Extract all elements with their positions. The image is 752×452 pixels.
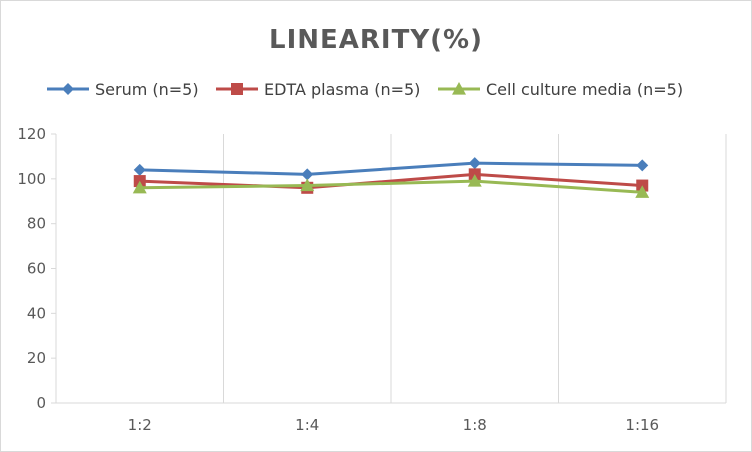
y-tick-label: 60: [27, 260, 46, 278]
x-tick-label: 1:2: [128, 416, 152, 434]
legend: Serum (n=5) EDTA plasma (n=5) Cell culture…: [47, 80, 683, 99]
series-line: [139, 179, 643, 194]
series-2: [132, 174, 650, 198]
data-point: [467, 174, 482, 187]
y-tick-label: 100: [17, 170, 46, 188]
data-series: [132, 157, 650, 198]
data-point: [301, 168, 314, 181]
x-axis-ticks: 1:2 1:4 1:8 1:16: [128, 416, 659, 434]
chart-title: LINEARITY(%): [269, 25, 483, 55]
series-0: [133, 157, 649, 181]
legend-label: EDTA plasma (n=5): [264, 80, 420, 99]
y-tick-label: 0: [36, 394, 46, 412]
legend-item-2: Cell culture media (n=5): [438, 80, 683, 99]
x-tick-label: 1:16: [625, 416, 659, 434]
x-tick-label: 1:4: [295, 416, 319, 434]
legend-swatch-marker: [452, 82, 466, 95]
grid-lines: [223, 134, 727, 403]
y-tick-label: 40: [27, 304, 46, 322]
data-point: [635, 185, 650, 198]
legend-label: Cell culture media (n=5): [486, 80, 683, 99]
legend-label: Serum (n=5): [95, 80, 199, 99]
legend-item-0: Serum (n=5): [47, 80, 199, 99]
y-axis-ticks: 0 20 40 60 80 100 120: [17, 125, 56, 412]
data-point: [132, 180, 147, 194]
x-tick-label: 1:8: [463, 416, 487, 434]
legend-swatch-marker: [231, 83, 243, 95]
y-tick-label: 20: [27, 349, 46, 367]
y-tick-label: 80: [27, 215, 46, 233]
data-point: [636, 159, 649, 172]
data-point: [468, 157, 481, 170]
data-point: [133, 163, 146, 176]
series-line: [139, 161, 643, 176]
legend-swatch-marker: [62, 83, 74, 95]
series-line: [139, 172, 643, 190]
y-tick-label: 120: [17, 125, 46, 143]
legend-item-1: EDTA plasma (n=5): [216, 80, 420, 99]
data-point: [300, 178, 315, 192]
